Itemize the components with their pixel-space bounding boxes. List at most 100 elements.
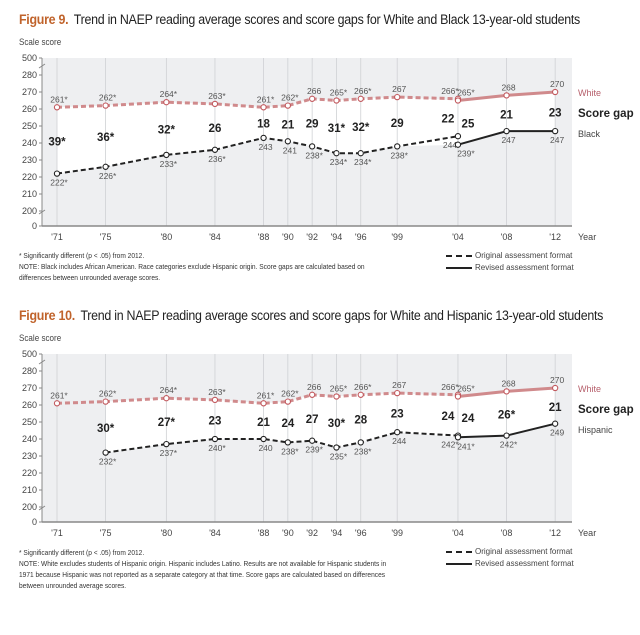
data-label: 265* [330,88,348,98]
x-tick-label: '71 [51,528,63,538]
y-tick-label: 210 [22,485,37,495]
x-tick-label: '96 [355,232,367,242]
series-name-label: White [578,384,601,394]
data-label: 266* [441,382,459,392]
x-tick-label: '04 [452,232,464,242]
x-tick-label: '92 [306,528,318,538]
data-label: 244 [443,140,457,150]
score-gap-value: 25 [462,119,475,131]
x-tick-label: '71 [51,232,63,242]
gap-area [57,92,556,174]
score-gap-value: 27* [158,417,176,429]
data-point [102,398,109,405]
data-label: 262* [281,93,299,103]
x-tick-label: '88 [258,528,270,538]
x-tick-label: '12 [549,528,561,538]
legend-revised: Revised assessment format [446,558,574,570]
x-tick-label: '99 [391,232,403,242]
data-label: 266* [441,86,459,96]
x-tick-label: '90 [282,528,294,538]
data-label: 261* [50,94,68,104]
score-gap-value: 21 [257,417,270,429]
score-gap-value: 31* [328,123,346,135]
y-tick-label: 220 [22,468,37,478]
data-point [284,439,291,446]
dashed-line-swatch [446,551,472,553]
data-label: 232* [99,457,117,467]
x-tick-label: '75 [100,232,112,242]
data-point [211,100,219,108]
score-gap-value: 27 [306,414,319,426]
data-label: 238* [390,150,408,160]
y-tick-label: 260 [22,400,37,410]
data-label: 242* [500,440,518,450]
series-line-original [56,391,458,405]
data-point [53,170,61,177]
data-point [552,420,559,427]
data-label: 270 [550,79,564,89]
x-tick-label: '92 [306,232,318,242]
score-gap-value: 29 [391,118,404,130]
figure-9-title: Figure 9. Trend in NAEP reading average s… [19,12,580,27]
series-line-original [56,95,458,109]
solid-line-swatch [446,267,472,269]
data-label: 240* [208,443,226,453]
data-label: 263* [208,387,226,397]
x-tick-label: '99 [391,528,403,538]
data-point [102,163,109,170]
x-axis-label: Year [578,232,596,242]
data-point [163,151,170,159]
data-label: 238* [281,446,299,456]
y-tick-label: 500 [22,349,37,359]
data-point [211,146,219,153]
data-label: 247 [501,135,515,145]
data-label: 237* [160,448,178,458]
data-point [552,88,559,96]
score-gap-value: 21 [500,109,513,121]
data-point [308,437,316,444]
legend-label: Revised assessment format [475,263,574,272]
x-tick-label: '96 [355,528,367,538]
x-tick-label: '80 [160,528,172,538]
data-point [454,97,462,104]
data-point [284,102,291,109]
data-point [163,440,170,448]
y-tick-label: 240 [22,434,37,444]
data-point [53,104,61,111]
axis-break-icon [38,63,46,215]
figure-label: Figure 10. [19,308,75,323]
data-label: 264* [160,89,178,99]
data-point [357,439,364,446]
data-point [552,127,559,135]
data-label: 226* [99,171,117,181]
y-tick-label: 230 [22,155,37,165]
data-point [503,92,510,99]
y-tick-label: 270 [22,87,37,97]
score-gap-value: 18 [257,119,270,131]
data-point [284,398,291,405]
series-name-label: Black [578,129,601,139]
data-point [333,150,340,157]
title-text: Trend in NAEP reading average scores and… [80,308,604,323]
y-tick-label: 220 [22,172,37,182]
series-name-label: White [578,88,601,98]
data-label: 222* [50,178,68,188]
solid-line-swatch [446,563,472,565]
footnote: * Significantly different (p < .05) from… [19,548,145,557]
axis-break-icon [38,359,46,511]
data-label: 235* [330,452,348,462]
y-tick-label: 0 [32,221,37,231]
data-point [333,393,340,400]
x-tick-label: '94 [331,528,343,538]
score-gap-value: 32* [352,122,370,134]
data-label: 267 [392,380,406,390]
x-tick-label: '88 [258,232,270,242]
data-label: 261* [257,94,275,104]
y-tick-label: 250 [22,417,37,427]
data-point [503,388,510,395]
data-point [211,396,219,404]
legend-original: Original assessment format [446,250,574,262]
x-axis-label: Year [578,528,596,538]
y-tick-label: 230 [22,451,37,461]
